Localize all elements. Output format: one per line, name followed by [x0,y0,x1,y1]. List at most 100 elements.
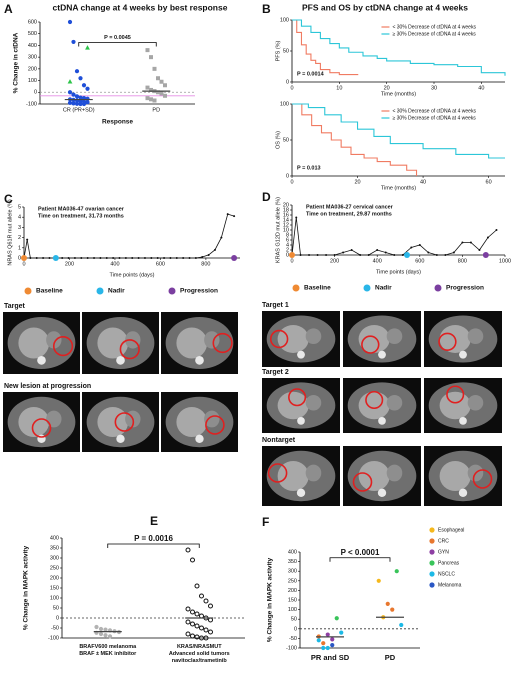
y-tick-label: -50 [51,625,59,631]
data-point [401,254,404,256]
data-point [185,631,191,637]
data-point [376,249,379,251]
data-point [86,257,89,259]
data-point [67,100,73,105]
data-point [71,101,76,106]
y-axis-label: KRAS G12D mut allele (%) [275,197,281,263]
y-tick-label: -100 [48,635,59,641]
lesion-marker [31,418,52,438]
y-tick-label: 4 [18,215,21,221]
y-axis-label: % Change in ctDNA [13,32,20,93]
lesion-marker [352,472,373,492]
legend-swatch [429,582,435,588]
data-point [85,100,90,105]
data-point [384,251,387,254]
data-point [325,645,330,651]
data-point [330,643,335,648]
lesion-marker [52,336,74,357]
data-point [213,248,216,251]
p-value: P = 0.013 [297,165,321,171]
x-tick-label: KRAS/NRASMUT Advanced solid tumors navitoc… [169,644,230,664]
event-marker [404,252,411,258]
y-tick-label: 100 [280,17,289,23]
data-point [393,254,396,256]
data-point [394,569,399,574]
data-point [145,48,150,53]
data-point [334,616,339,621]
data-point [74,69,80,74]
ct-organ [176,327,208,359]
data-point [469,241,472,244]
ct-spine [459,417,467,425]
y-tick-label: 100 [28,78,37,84]
ct-organ [467,328,484,345]
data-point [67,19,73,25]
data-point [94,624,99,630]
data-point [444,254,447,256]
data-point [159,79,164,84]
legend-swatch [363,284,371,292]
data-point [495,229,498,231]
data-point [333,254,336,256]
data-point [29,257,32,259]
data-point [330,637,335,642]
data-point [299,254,302,256]
data-point [185,547,191,553]
y-tick-label: 50 [291,617,297,623]
data-point [295,216,298,219]
data-point [207,253,210,256]
x-tick-label: 40 [420,179,426,185]
data-point [194,583,200,589]
ct-organ [176,407,208,437]
y-tick-label: 400 [50,535,59,541]
significance-bracket [329,557,391,562]
data-point [156,257,159,259]
x-tick-label: 200 [65,261,74,267]
ct-spine [296,488,306,497]
ct-organ [18,327,50,359]
legend-label: Pancreas [438,560,460,566]
y-tick-label: 0 [18,255,21,261]
x-tick-label: 10 [336,85,342,91]
legend-label: Baseline [304,285,331,292]
ct-spine [116,434,125,443]
lesion-marker [269,329,289,349]
legend-swatch [168,287,176,295]
lesion-marker [267,463,288,483]
ct-organ [386,395,403,411]
annotation: Time on treatment, 31.73 months [38,213,124,219]
data-point [163,257,166,259]
y-tick-label: 500 [28,31,37,37]
y-tick-label: 300 [50,555,59,561]
data-point [190,609,195,615]
x-tick-label: 20 [354,179,360,185]
x-tick-label: 40 [478,85,484,91]
x-tick-label: 0 [290,258,293,264]
data-point [149,97,153,102]
image-label: Target 2 [262,369,289,376]
x-tick-label: 0 [22,261,25,267]
y-tick-label: 8 [286,232,289,238]
x-tick-label: 600 [156,261,165,267]
y-tick-label: 250 [288,578,297,584]
legend-label: Nadir [375,285,392,292]
legend-swatch [292,284,300,292]
data-point [220,236,223,239]
data-point [325,254,328,256]
data-point [150,257,153,259]
ct-organ [386,328,403,345]
panel-label: A [4,2,13,16]
y-tick-label: 1 [18,245,21,251]
y-tick-label: 200 [28,66,37,72]
y-tick-label: 2 [18,235,21,241]
lesion-marker [438,332,457,351]
ct-organ [305,328,322,345]
y-tick-label: 0 [286,173,289,179]
lesion-marker [205,415,225,435]
ct-spine [459,350,467,359]
y-tick-label: 350 [50,545,59,551]
data-point [461,241,464,244]
data-point [99,257,102,259]
data-point [325,632,330,637]
data-point [435,254,438,256]
